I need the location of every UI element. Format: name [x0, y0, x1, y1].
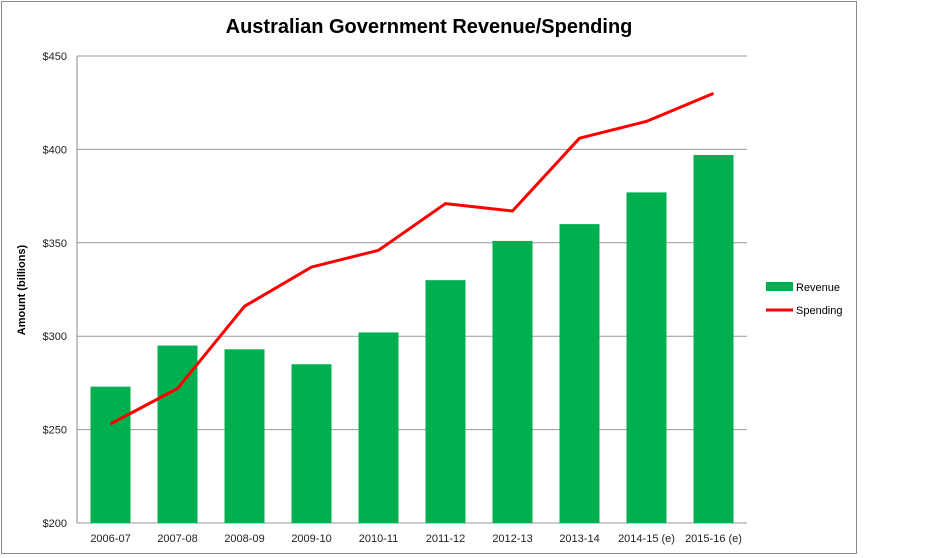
y-tick-label: $450: [43, 51, 67, 63]
x-tick-label: 2006-07: [90, 533, 130, 545]
bar-revenue: [492, 240, 533, 523]
bar-revenue: [559, 224, 600, 523]
y-axis-label: Amount (billions): [16, 244, 28, 335]
y-tick-label: $200: [43, 518, 67, 530]
line-spending: [109, 91, 715, 426]
legend-label-spending: Spending: [796, 305, 843, 317]
bar-revenue: [90, 386, 131, 523]
x-tick-label: 2009-10: [291, 533, 331, 545]
x-tick-label: 2011-12: [426, 533, 466, 545]
y-tick-label: $350: [43, 238, 67, 250]
x-tick-label: 2015-16 (e): [685, 533, 742, 545]
y-tick-label: $400: [43, 144, 67, 156]
x-tick-label: 2013-14: [559, 533, 599, 545]
y-tick-label: $250: [43, 425, 67, 437]
chart-title: Australian Government Revenue/Spending: [226, 16, 633, 38]
y-tick-label: $300: [43, 331, 67, 343]
x-tick-label: 2010-11: [359, 533, 399, 545]
x-tick-label: 2014-15 (e): [618, 533, 675, 545]
bar-revenue: [693, 155, 734, 523]
x-tick-label: 2007-08: [157, 533, 197, 545]
legend-swatch-revenue: [766, 282, 793, 291]
bar-revenue: [157, 345, 198, 523]
bar-revenue: [358, 332, 399, 523]
x-tick-label: 2008-09: [224, 533, 264, 545]
bar-revenue: [224, 349, 265, 523]
bar-revenue: [425, 280, 466, 523]
legend-label-revenue: Revenue: [796, 282, 840, 294]
bar-revenue: [626, 192, 667, 523]
chart-frame: [1, 1, 857, 554]
x-tick-label: 2012-13: [492, 533, 532, 545]
bar-revenue: [291, 364, 332, 523]
